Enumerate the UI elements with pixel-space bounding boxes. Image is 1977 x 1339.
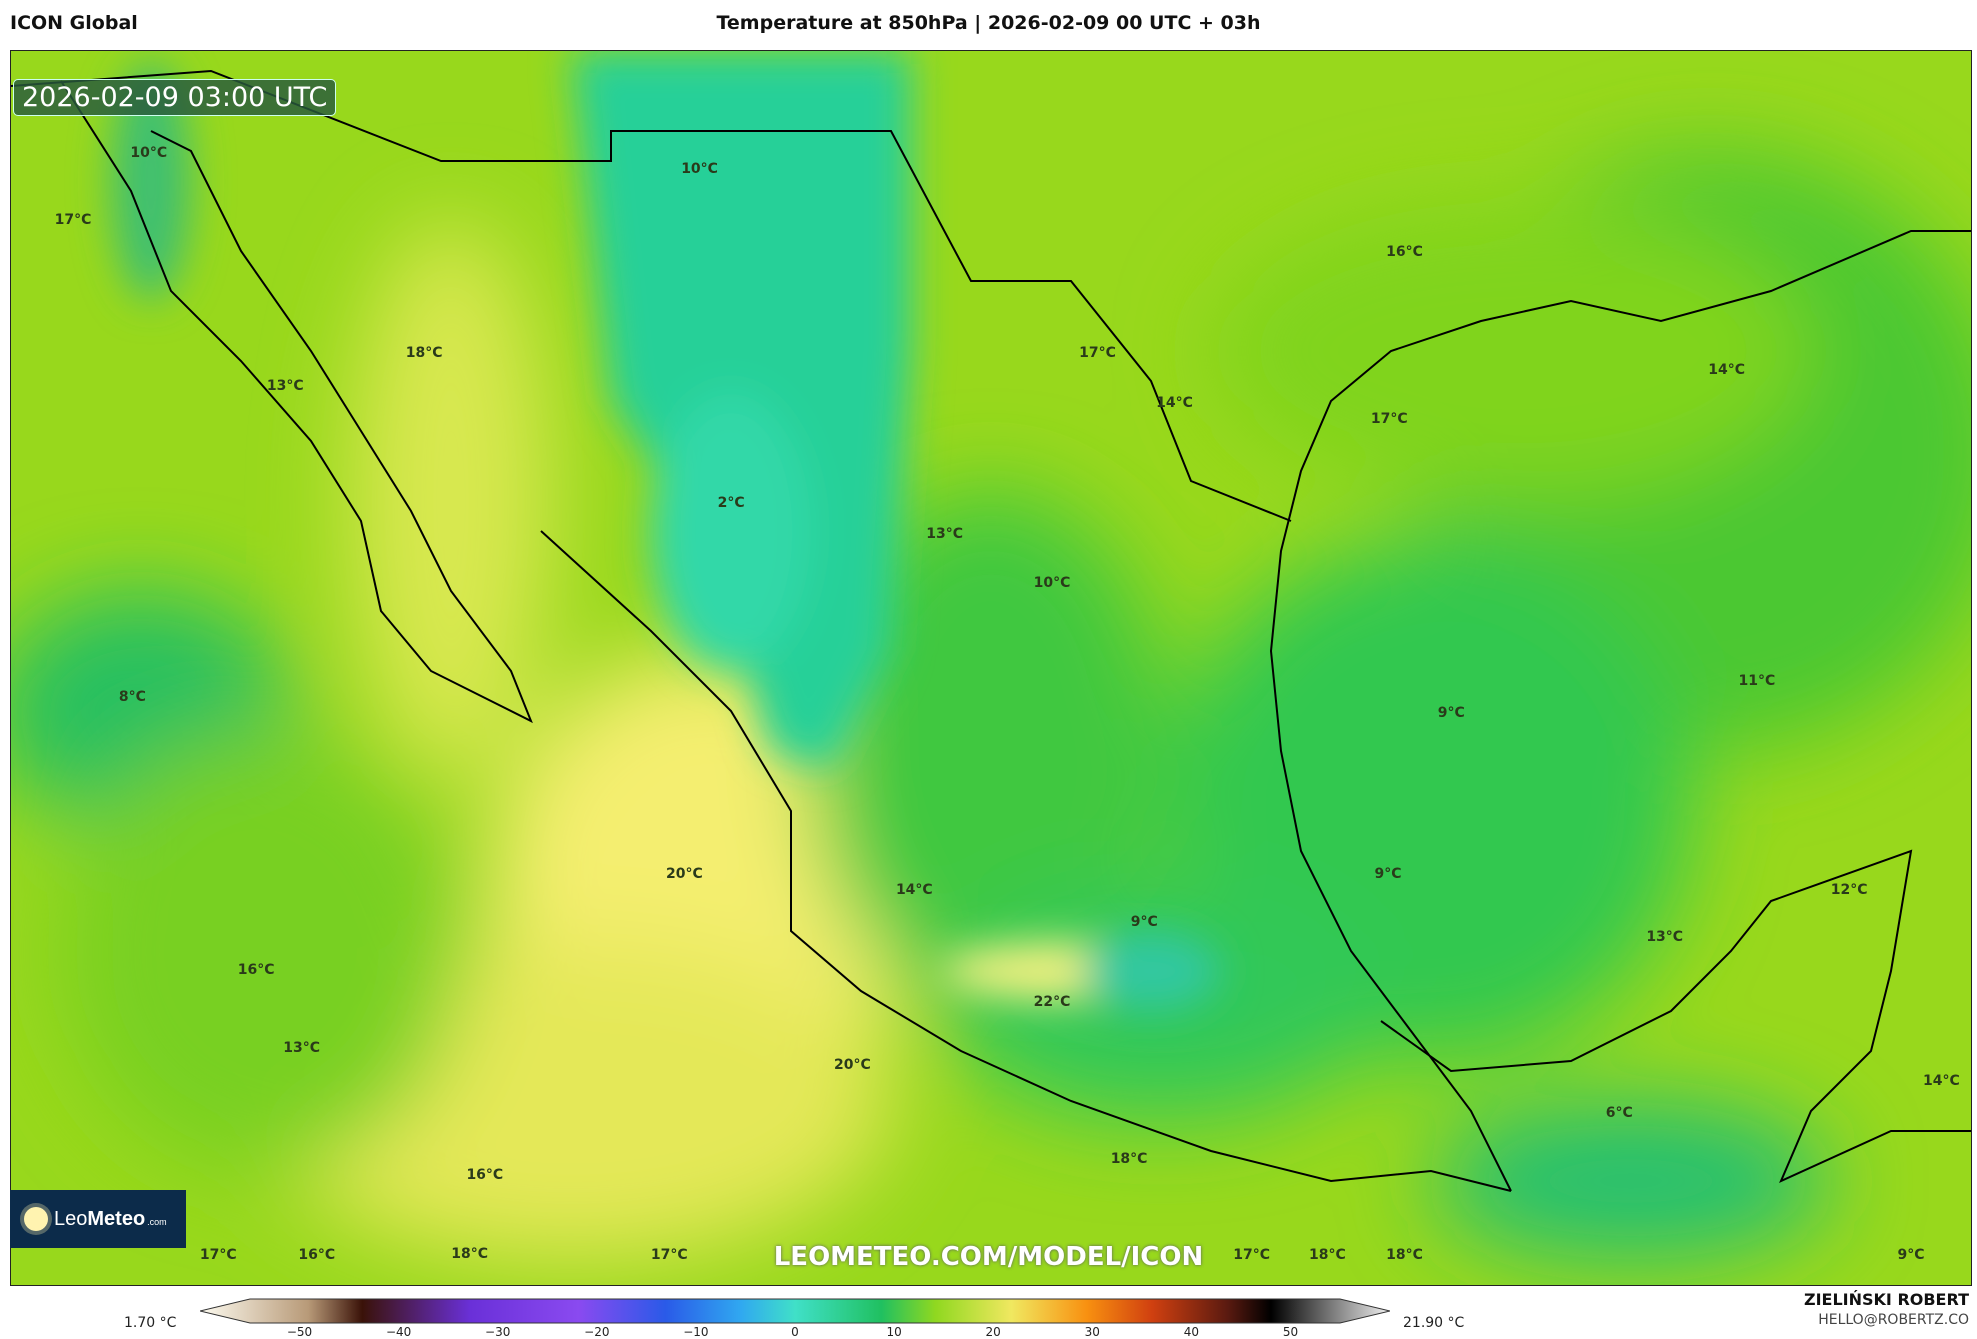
temperature-label: 18°C [1386, 1247, 1423, 1264]
temperature-label: 16°C [1386, 244, 1423, 261]
author-credit: ZIELIŃSKI ROBERT HELLO@ROBERTZ.CO [1804, 1290, 1969, 1328]
colorbar-tick: 0 [791, 1325, 799, 1339]
colorbar [200, 1298, 1390, 1324]
colorbar-tick: −40 [385, 1325, 412, 1339]
temperature-label: 10°C [130, 144, 168, 161]
temperature-label: 14°C [1156, 394, 1193, 411]
colorbar-tick: 20 [985, 1325, 1001, 1339]
colorbar-tick: 10 [886, 1325, 902, 1339]
temperature-map[interactable]: 10°C 17°C 10°C 18°C 13°C 16°C 17°C 14°C 14°C 17°C… [10, 50, 1972, 1286]
leometeo-logo[interactable]: Leo Meteo .com [10, 1190, 186, 1248]
temperature-label: 14°C [1708, 361, 1745, 378]
model-name: ICON Global [10, 12, 138, 34]
colorbar-tick: 40 [1183, 1325, 1199, 1339]
author-email[interactable]: HELLO@ROBERTZ.CO [1818, 1312, 1969, 1328]
temperature-label: 10°C [681, 161, 718, 177]
temperature-label: 20°C [834, 1056, 871, 1073]
temperature-label: 13°C [266, 378, 304, 395]
temperature-label: 17°C [1233, 1247, 1271, 1264]
logo-text-bold: Meteo [87, 1207, 146, 1230]
temperature-label: 14°C [1922, 1073, 1960, 1090]
temperature-label: 16°C [237, 961, 275, 978]
chart-title: Temperature at 850hPa | 2026-02-09 00 UT… [716, 12, 1261, 34]
colorbar-tick: −20 [584, 1325, 610, 1339]
temperature-label: 17°C [1079, 345, 1116, 362]
temperature-label: 18°C [1110, 1151, 1148, 1168]
temperature-label: 8°C [118, 689, 146, 706]
temperature-label: 13°C [926, 526, 964, 543]
colorbar-tick: −30 [485, 1325, 511, 1339]
min-value-label: 1.70 °C [124, 1315, 177, 1331]
colorbar-tick: −10 [683, 1325, 709, 1339]
temperature-label: 17°C [1370, 411, 1408, 428]
temperature-label: 16°C [466, 1166, 504, 1183]
temperature-label: 9°C [1130, 913, 1158, 930]
temperature-label: 9°C [1437, 705, 1465, 722]
temperature-label: 11°C [1738, 672, 1776, 689]
logo-suffix: .com [147, 1217, 167, 1227]
watermark: LEOMETEO.COM/MODEL/ICON [773, 1242, 1204, 1272]
valid-time-badge: 2026-02-09 03:00 UTC [13, 79, 337, 116]
logo-text-light: Leo [54, 1207, 88, 1230]
temperature-label: 18°C [451, 1246, 489, 1263]
colorbar-tick: 30 [1084, 1325, 1100, 1339]
temperature-label: 9°C [1374, 865, 1402, 882]
author-name: ZIELIŃSKI ROBERT [1803, 1290, 1969, 1309]
colorbar-tick: 50 [1282, 1325, 1299, 1339]
temperature-label: 16°C [298, 1247, 336, 1264]
temperature-label: 12°C [1830, 882, 1868, 899]
temperature-label: 2°C [717, 494, 745, 511]
temperature-label: 13°C [283, 1040, 321, 1057]
temperature-label: 10°C [1033, 575, 1071, 592]
colorbar-tick: −50 [286, 1325, 313, 1339]
temperature-label: 17°C [54, 211, 92, 228]
temperature-label: 9°C [1897, 1247, 1925, 1264]
temperature-label: 22°C [1033, 993, 1071, 1010]
sun-icon [24, 1207, 48, 1231]
temperature-label: 14°C [895, 882, 933, 899]
max-value-label: 21.90 °C [1403, 1315, 1465, 1331]
temperature-label: 17°C [650, 1247, 688, 1264]
temperature-label: 17°C [199, 1247, 237, 1264]
temperature-label: 20°C [666, 865, 703, 882]
temperature-label: 13°C [1646, 929, 1684, 946]
temperature-label: 18°C [1309, 1247, 1346, 1264]
coastline [11, 69, 1971, 1192]
temperature-field [11, 51, 1971, 1261]
temperature-label: 6°C [1605, 1104, 1633, 1121]
temperature-label: 18°C [405, 345, 443, 362]
